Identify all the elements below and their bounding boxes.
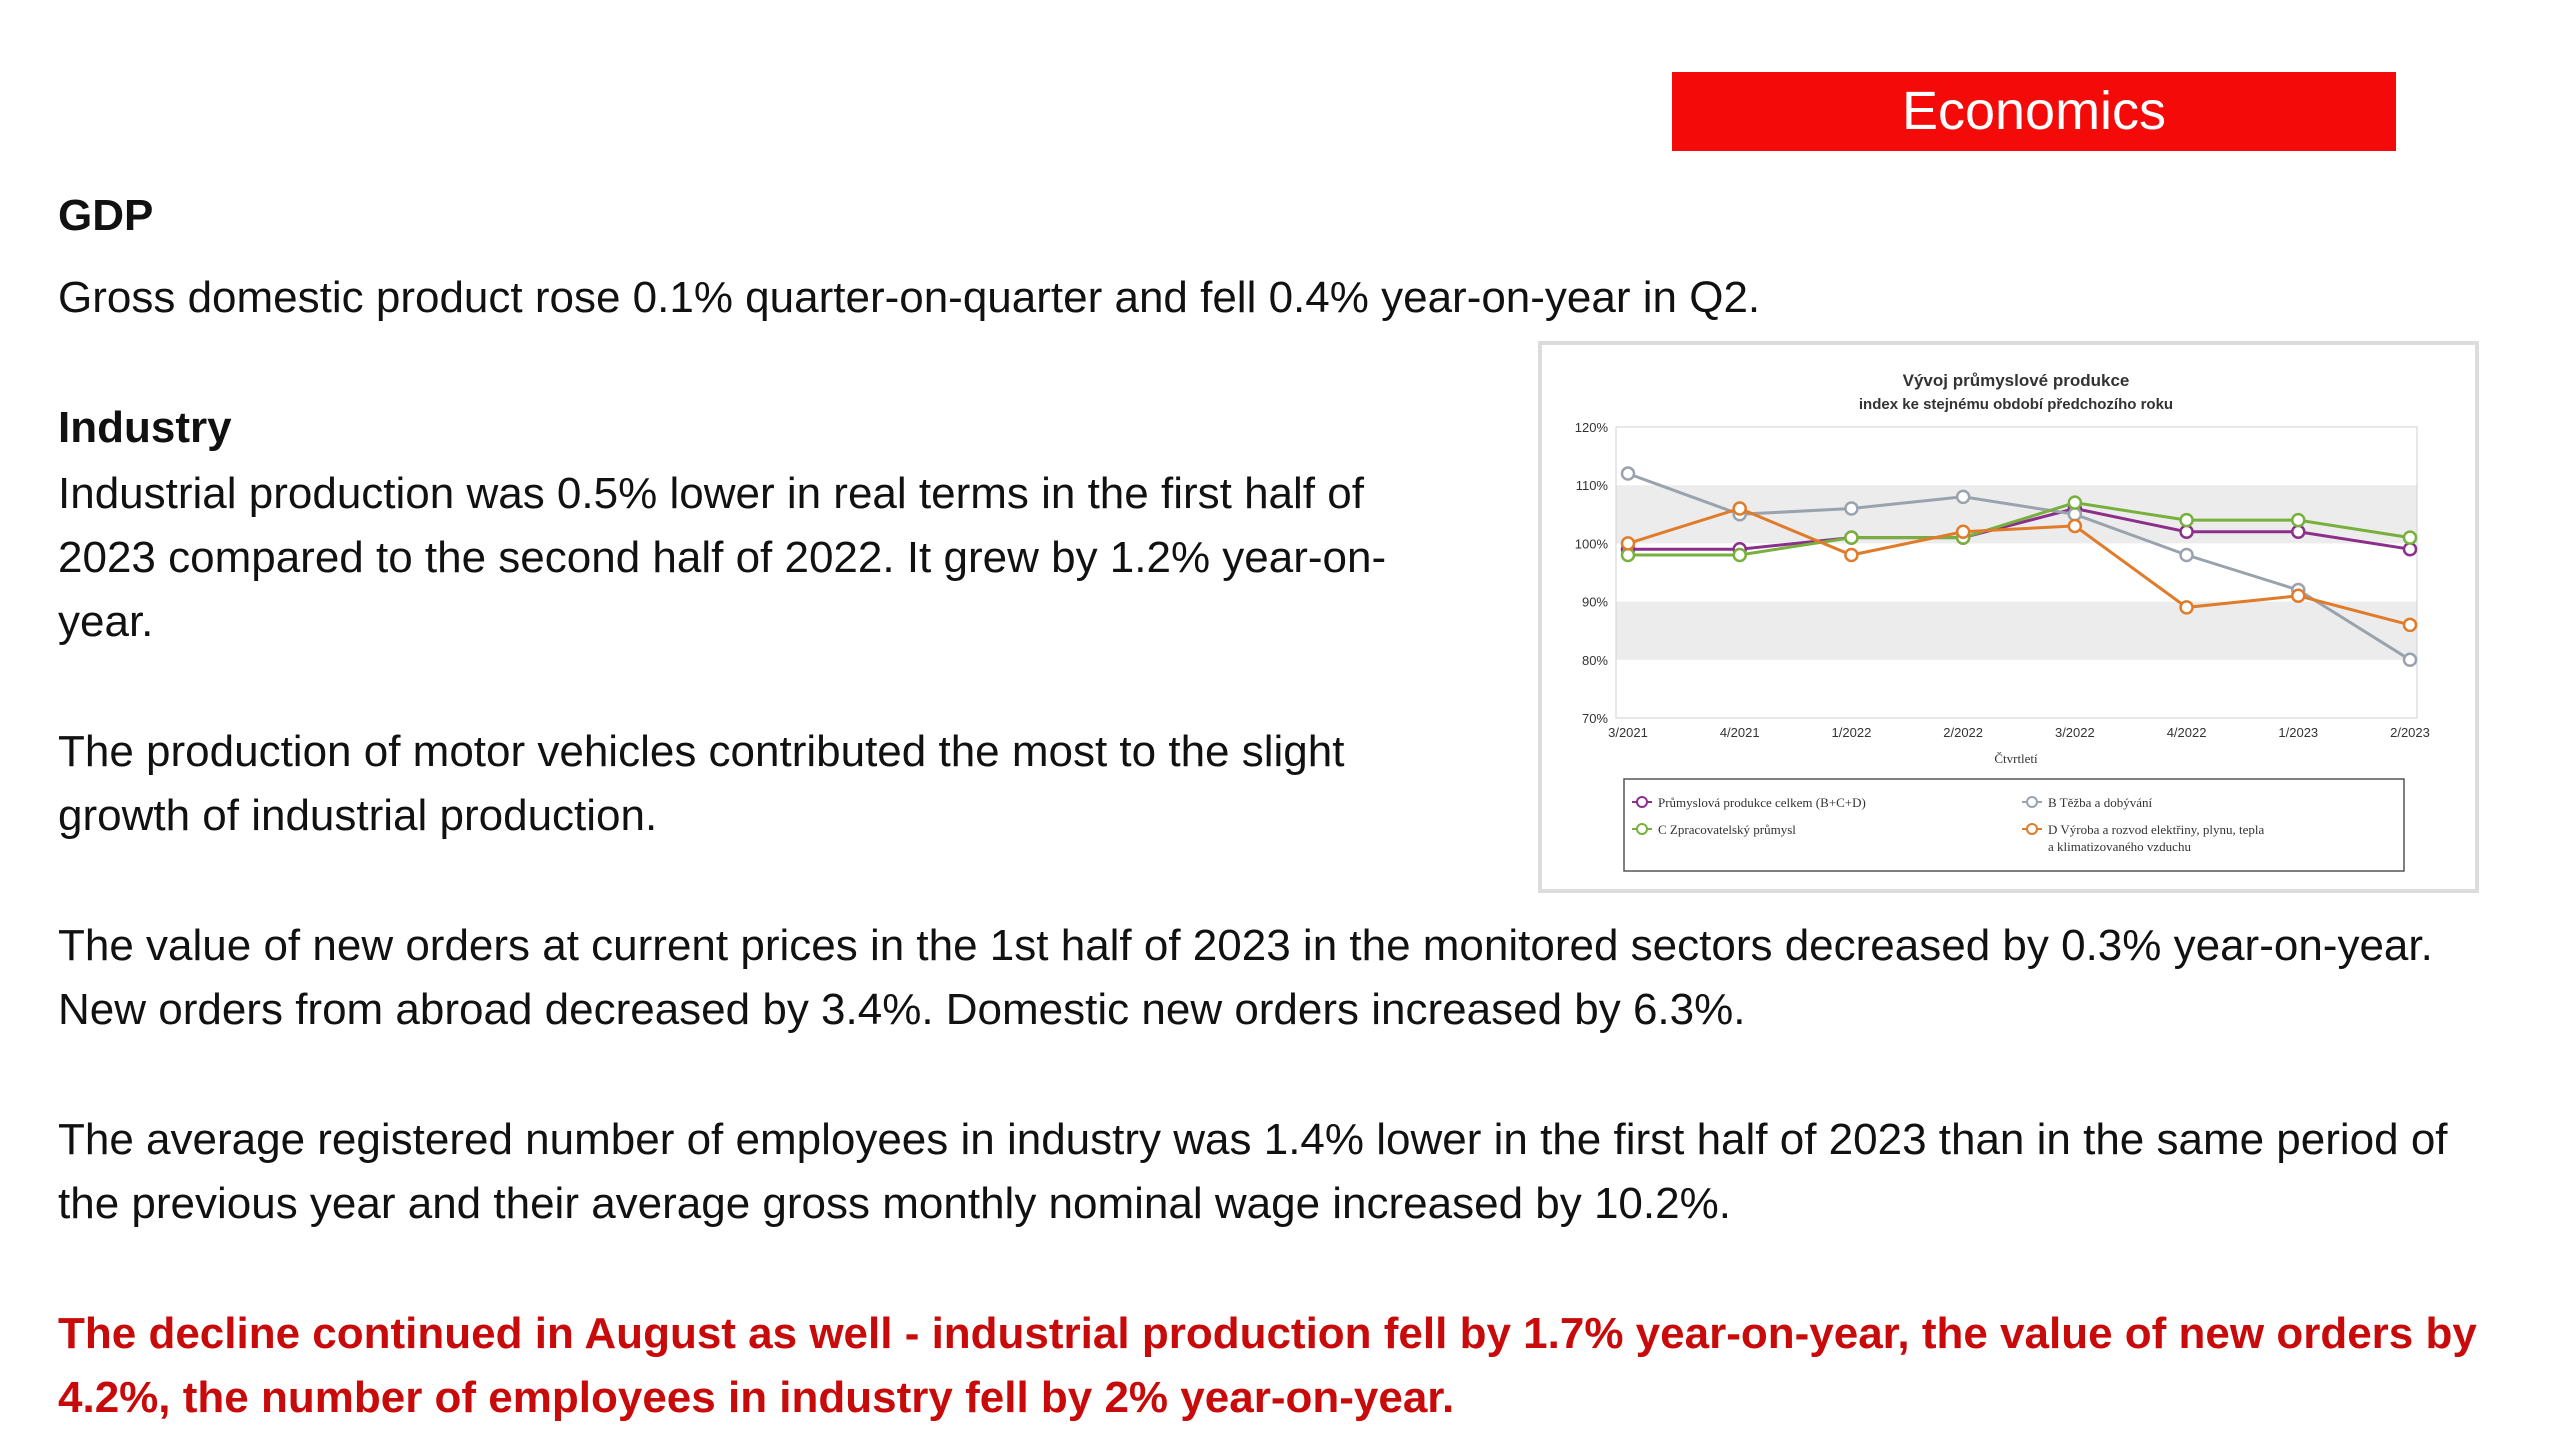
industry-paragraph-4: The average registered number of employe… xyxy=(58,1115,2448,1228)
chart-point xyxy=(1620,536,1636,551)
chart-legend-label: D Výroba a rozvod elektřiny, plynu, tepl… xyxy=(2048,822,2264,854)
chart-point xyxy=(2067,495,2083,510)
chart-point xyxy=(2067,518,2083,534)
chart-point xyxy=(1732,547,1747,563)
chart-point xyxy=(2179,512,2194,528)
chart-y-tick-label: 90% xyxy=(1582,595,1608,610)
highlight-paragraph: The decline continued in August as well … xyxy=(58,1309,2477,1422)
chart-point xyxy=(1620,547,1636,563)
chart-x-tick-label: 3/2022 xyxy=(2055,725,2095,740)
industry-paragraph-2: The production of motor vehicles contrib… xyxy=(58,727,1345,840)
chart-point xyxy=(2291,524,2306,540)
chart-x-tick-label: 4/2021 xyxy=(1720,725,1760,740)
chart-point xyxy=(1620,466,1636,481)
chart-legend-marker xyxy=(2026,796,2038,808)
gdp-text: Gross domestic product rose 0.1% quarter… xyxy=(58,273,1761,322)
chart-point xyxy=(1844,547,1859,563)
chart-x-tick-label: 2/2022 xyxy=(1943,725,1983,740)
chart-y-tick-label: 80% xyxy=(1582,653,1608,668)
section-banner: Economics xyxy=(1672,72,2396,151)
chart-point xyxy=(2179,600,2194,615)
chart-point xyxy=(2067,507,2083,522)
chart-point xyxy=(2179,547,2194,563)
chart-series-line-1 xyxy=(1627,472,2411,662)
chart-title: Vývoj průmyslové produkce xyxy=(1903,371,2130,390)
chart-point xyxy=(1955,524,1971,540)
chart-legend-label: C Zpracovatelský průmysl xyxy=(1658,822,1796,837)
chart-y-tick-label: 70% xyxy=(1582,711,1608,726)
chart-point xyxy=(2402,617,2418,633)
chart-x-tick-label: 4/2022 xyxy=(2167,725,2207,740)
industry-paragraph-3: The value of new orders at current price… xyxy=(58,921,2433,1034)
chart-legend-marker xyxy=(1636,823,1648,835)
chart-x-tick-label: 2/2023 xyxy=(2390,725,2430,740)
chart-y-tick-label: 110% xyxy=(1576,478,1609,493)
chart-point xyxy=(2402,652,2418,668)
chart-series-line-3 xyxy=(1627,506,2411,627)
chart-point xyxy=(2402,541,2418,557)
chart-x-axis-label: Čtvrtletí xyxy=(1994,751,2038,766)
chart-point xyxy=(2179,524,2194,540)
chart-x-tick-label: 1/2022 xyxy=(1832,725,1872,740)
chart-legend-label: B Těžba a dobývání xyxy=(2048,795,2152,810)
industry-heading: Industry xyxy=(58,403,232,452)
industrial-production-chart: Vývoj průmyslové produkce index ke stejné… xyxy=(1538,341,2479,893)
chart-point xyxy=(1844,530,1859,545)
chart-point xyxy=(1732,501,1747,516)
chart-plot-area xyxy=(1615,426,2418,719)
chart-y-tick-label: 100% xyxy=(1575,536,1609,551)
chart-series-line-0 xyxy=(1628,506,2411,551)
chart-legend-marker xyxy=(2026,823,2038,835)
chart-x-tick-label: 1/2023 xyxy=(2278,725,2318,740)
chart-point xyxy=(2291,512,2306,528)
chart-subtitle: index ke stejnému období předchozího rok… xyxy=(1859,396,2173,413)
chart-point xyxy=(2291,588,2306,604)
chart-x-tick-label: 3/2021 xyxy=(1608,725,1648,740)
gdp-heading: GDP xyxy=(58,191,154,240)
chart-point xyxy=(2402,530,2418,545)
chart-legend-label: Průmyslová produkce celkem (B+C+D) xyxy=(1658,795,1866,810)
chart-grid-band xyxy=(1616,601,2417,660)
chart-legend xyxy=(1623,778,2405,872)
chart-svg: Vývoj průmyslové produkce index ke stejné… xyxy=(1575,371,2430,872)
industry-paragraph-1: Industrial production was 0.5% lower in … xyxy=(58,469,1387,646)
chart-legend-marker xyxy=(1636,796,1648,808)
chart-y-tick-label: 120% xyxy=(1575,420,1609,435)
chart-point xyxy=(1844,501,1859,516)
chart-point xyxy=(1955,489,1971,505)
chart-series-line-2 xyxy=(1628,501,2411,557)
